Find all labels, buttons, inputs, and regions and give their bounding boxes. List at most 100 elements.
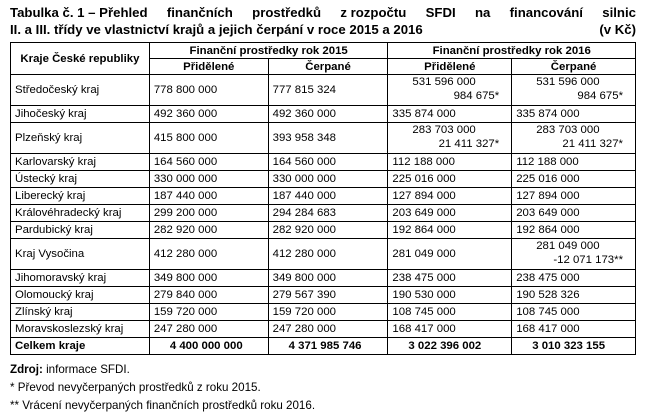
allocated-2016-cell: 108 745 000	[387, 303, 513, 321]
title-line-1: Tabulka č. 1 – Přehled finančních prostř…	[10, 4, 636, 21]
allocated-2016-cell: 168 417 000	[387, 320, 513, 338]
allocated-2016-cell: 112 188 000	[387, 153, 513, 171]
title-word: z rozpočtu	[340, 5, 407, 20]
region-cell: Liberecký kraj	[10, 187, 150, 205]
table-row: Ústecký kraj 330 000 000 330 000 000 225…	[10, 170, 636, 188]
value-note: 984 675*	[453, 90, 500, 102]
title-word: prostředků	[252, 5, 322, 20]
region-cell: Zlínský kraj	[10, 303, 150, 321]
value-main: 531 596 000	[412, 76, 476, 88]
allocated-2016-cell: 283 703 000 21 411 327*	[387, 122, 513, 154]
value-note: -12 071 173**	[553, 254, 623, 266]
table-row: Jihomoravský kraj 349 800 000 349 800 00…	[10, 269, 636, 287]
allocated-2015-cell: 279 840 000	[148, 286, 269, 304]
region-cell: Karlovarský kraj	[10, 153, 150, 171]
spent-2016-cell: 283 703 000 21 411 327*	[511, 122, 636, 154]
allocated-2016-cell: 531 596 000 984 675*	[387, 74, 513, 106]
allocated-2016-cell: 190 530 000	[387, 286, 513, 304]
total-spent-2015: 4 371 985 746	[267, 337, 389, 355]
title-word: finančních	[166, 5, 233, 20]
spent-2015-cell: 187 440 000	[267, 187, 389, 205]
table-row: Moravskoslezský kraj 247 280 000 247 280…	[10, 320, 636, 338]
spent-2016-cell: 168 417 000	[511, 320, 636, 338]
spent-2016-cell: 112 188 000	[511, 153, 636, 171]
table-title: Tabulka č. 1 – Přehled finančních prostř…	[10, 4, 636, 38]
spent-2016-cell: 238 475 000	[511, 269, 636, 287]
spent-2016-cell: 108 745 000	[511, 303, 636, 321]
value-main: 283 703 000	[412, 124, 476, 136]
allocated-2016-cell: 281 049 000	[387, 238, 513, 270]
header-allocated-2016: Přidělené	[387, 58, 513, 75]
region-cell: Olomoucký kraj	[10, 286, 150, 304]
allocated-2015-cell: 159 720 000	[148, 303, 269, 321]
total-allocated-2016: 3 022 396 002	[387, 337, 513, 355]
value-main: 283 703 000	[536, 124, 600, 136]
total-allocated-2015: 4 400 000 000	[148, 337, 269, 355]
value-note: 21 411 327*	[562, 138, 623, 150]
total-label: Celkem kraje	[10, 337, 150, 355]
spent-2016-cell: 531 596 000 984 675*	[511, 74, 636, 106]
spent-2015-cell: 492 360 000	[267, 105, 389, 123]
spent-2016-cell: 281 049 000 -12 071 173**	[511, 238, 636, 270]
total-spent-2016: 3 010 323 155	[511, 337, 636, 355]
region-cell: Pardubický kraj	[10, 221, 150, 239]
header-spent-2016: Čerpané	[511, 58, 636, 75]
spent-2015-cell: 279 567 390	[267, 286, 389, 304]
spent-2015-cell: 349 800 000	[267, 269, 389, 287]
table-row: Královéhradecký kraj 299 200 000 294 284…	[10, 204, 636, 222]
title-line-2: II. a III. třídy ve vlastnictví krajů a …	[10, 21, 636, 38]
title-unit: (v Kč)	[599, 22, 636, 37]
allocated-2016-cell: 238 475 000	[387, 269, 513, 287]
table-row: Plzeňský kraj 415 800 000 393 958 348 28…	[10, 122, 636, 154]
title-word: silnic	[602, 5, 636, 20]
table-row: Zlínský kraj 159 720 000 159 720 000 108…	[10, 303, 636, 321]
funding-table: Kraje České republiky Finanční prostředk…	[10, 42, 636, 355]
value-note: 21 411 327*	[438, 138, 500, 150]
spent-2016-cell: 335 874 000	[511, 105, 636, 123]
table-notes: Zdroj: informace SFDI. * Převod nevyčerp…	[10, 361, 315, 415]
region-cell: Kraj Vysočina	[10, 238, 150, 270]
allocated-2016-cell: 203 649 000	[387, 204, 513, 222]
title-word: na	[474, 5, 491, 20]
allocated-2015-cell: 164 560 000	[148, 153, 269, 171]
table-row: Kraj Vysočina 412 280 000 412 280 000 28…	[10, 238, 636, 270]
footnote-2: ** Vrácení nevyčerpaných finančních pros…	[10, 399, 316, 412]
region-cell: Plzeňský kraj	[10, 122, 150, 154]
allocated-2015-cell: 778 800 000	[148, 74, 269, 106]
value-main: 281 049 000	[536, 240, 600, 252]
spent-2015-cell: 393 958 348	[267, 122, 389, 154]
spent-2016-cell: 203 649 000	[511, 204, 636, 222]
total-row: Celkem kraje 4 400 000 000 4 371 985 746…	[10, 337, 636, 355]
footnote-1: * Převod nevyčerpaných prostředků z roku…	[10, 381, 261, 394]
region-cell: Královéhradecký kraj	[10, 204, 150, 222]
table-row: Liberecký kraj 187 440 000 187 440 000 1…	[10, 187, 636, 205]
region-cell: Středočeský kraj	[10, 74, 150, 106]
table-row: Jihočeský kraj 492 360 000 492 360 000 3…	[10, 105, 636, 123]
title-word: Tabulka č. 1 – Přehled	[10, 5, 148, 20]
header-region: Kraje České republiky	[10, 42, 150, 75]
value-note: 984 675*	[577, 90, 623, 102]
source-label: Zdroj:	[10, 363, 43, 376]
title-text: II. a III. třídy ve vlastnictví krajů a …	[10, 22, 423, 37]
header-allocated-2015: Přidělené	[148, 58, 269, 75]
spent-2016-cell: 225 016 000	[511, 170, 636, 188]
spent-2015-cell: 247 280 000	[267, 320, 389, 338]
allocated-2015-cell: 330 000 000	[148, 170, 269, 188]
allocated-2016-cell: 335 874 000	[387, 105, 513, 123]
table-row: Středočeský kraj 778 800 000 777 815 324…	[10, 74, 636, 106]
spent-2015-cell: 412 280 000	[267, 238, 389, 270]
allocated-2015-cell: 187 440 000	[148, 187, 269, 205]
table-row: Pardubický kraj 282 920 000 282 920 000 …	[10, 221, 636, 239]
value-main: 531 596 000	[536, 76, 600, 88]
allocated-2016-cell: 127 894 000	[387, 187, 513, 205]
spent-2015-cell: 159 720 000	[267, 303, 389, 321]
table-row: Karlovarský kraj 164 560 000 164 560 000…	[10, 153, 636, 171]
spent-2016-cell: 127 894 000	[511, 187, 636, 205]
header-2015: Finanční prostředky rok 2015	[148, 42, 389, 59]
region-cell: Ústecký kraj	[10, 170, 150, 188]
spent-2015-cell: 164 560 000	[267, 153, 389, 171]
region-cell: Moravskoslezský kraj	[10, 320, 150, 338]
allocated-2015-cell: 282 920 000	[148, 221, 269, 239]
header-spent-2015: Čerpané	[267, 58, 389, 75]
